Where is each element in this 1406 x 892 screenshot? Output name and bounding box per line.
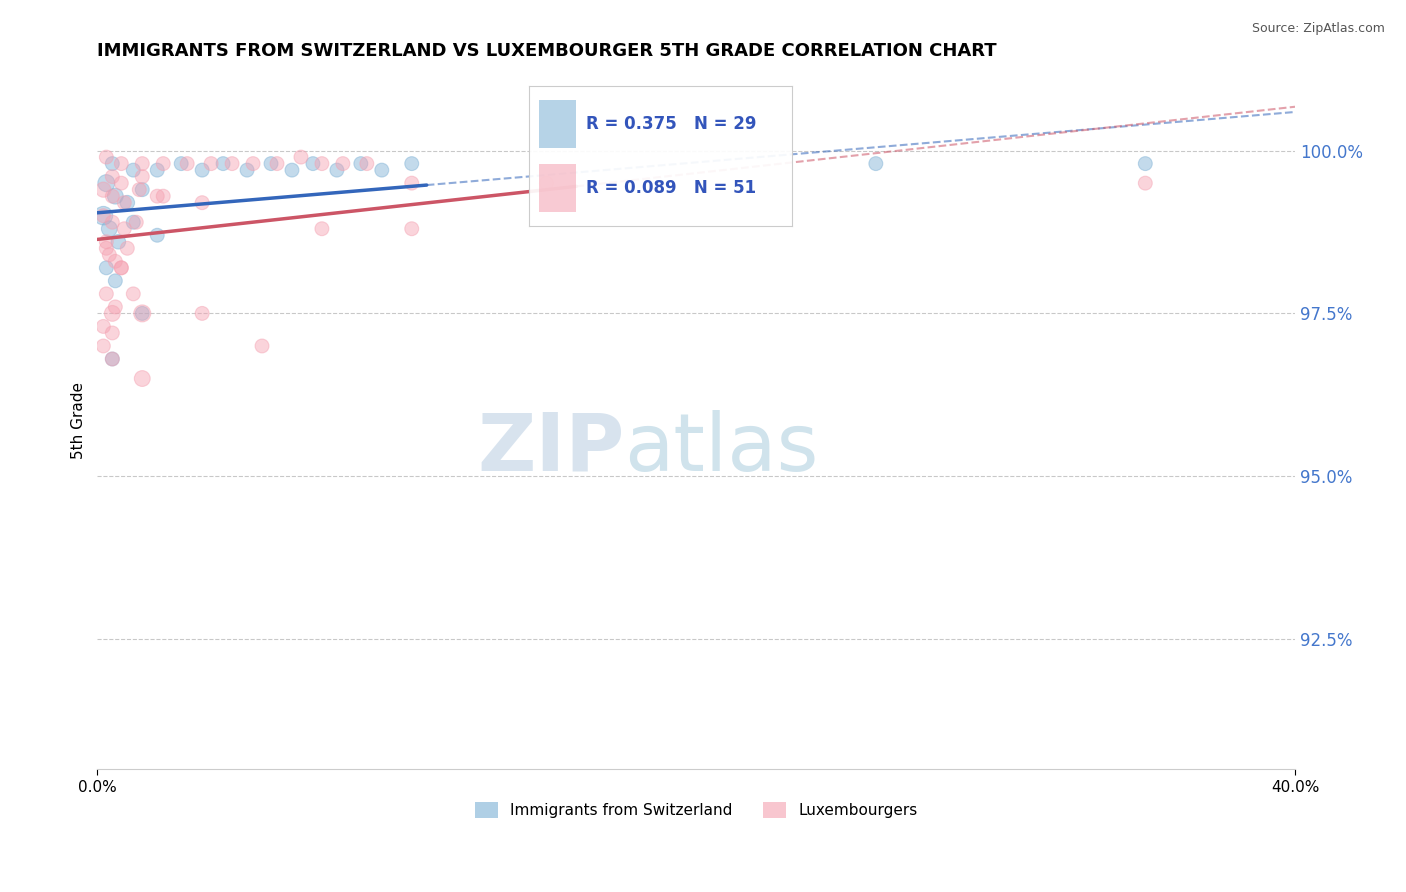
Point [281,163,304,178]
Point [96,260,118,275]
Point [101,326,124,340]
Point [332,156,354,170]
Point [117,195,139,210]
Point [110,260,132,275]
Point [131,371,153,385]
Point [91,339,114,353]
Point [131,169,153,184]
Text: atlas: atlas [624,409,818,488]
Point [104,254,127,268]
Point [112,221,135,235]
Point [117,241,139,255]
Point [110,156,132,170]
Point [91,183,114,197]
Text: ZIP: ZIP [477,409,624,488]
Point [112,195,135,210]
Point [96,286,118,301]
Point [302,156,325,170]
Point [401,221,423,235]
Point [125,215,148,229]
Point [401,156,423,170]
Point [91,319,114,334]
Point [401,176,423,190]
Point [91,209,114,223]
Point [96,176,118,190]
Point [146,163,169,178]
Point [865,156,887,170]
Point [536,176,558,190]
Point [266,156,288,170]
Point [1135,176,1157,190]
Point [98,248,121,262]
Point [200,156,222,170]
Point [152,189,174,203]
Point [236,163,259,178]
Point [290,150,312,164]
Point [191,163,214,178]
Point [131,306,153,320]
Point [221,156,243,170]
Point [101,306,124,320]
Point [101,156,124,170]
Point [101,351,124,366]
Y-axis label: 5th Grade: 5th Grade [72,383,86,459]
Point [311,156,333,170]
Point [101,189,124,203]
Point [122,215,145,229]
Point [371,163,394,178]
Point [250,339,273,353]
Point [96,235,118,249]
Point [101,215,124,229]
Point [110,260,132,275]
Point [146,228,169,243]
Point [104,189,127,203]
Point [260,156,283,170]
Point [101,169,124,184]
Point [1135,156,1157,170]
Point [110,176,132,190]
Point [131,183,153,197]
Point [146,189,169,203]
Point [96,241,118,255]
Point [104,274,127,288]
Point [91,209,114,223]
Point [191,306,214,320]
Point [356,156,378,170]
Point [326,163,349,178]
Point [350,156,373,170]
Point [122,286,145,301]
Text: Source: ZipAtlas.com: Source: ZipAtlas.com [1251,22,1385,36]
Point [101,351,124,366]
Point [212,156,235,170]
Point [191,195,214,210]
Point [128,183,150,197]
Point [107,235,129,249]
Point [104,300,127,314]
Point [96,150,118,164]
Point [242,156,264,170]
Point [122,163,145,178]
Text: IMMIGRANTS FROM SWITZERLAND VS LUXEMBOURGER 5TH GRADE CORRELATION CHART: IMMIGRANTS FROM SWITZERLAND VS LUXEMBOUR… [97,42,997,60]
Point [131,306,153,320]
Point [170,156,193,170]
Point [98,221,121,235]
Point [152,156,174,170]
Point [311,221,333,235]
Point [176,156,198,170]
Legend: Immigrants from Switzerland, Luxembourgers: Immigrants from Switzerland, Luxembourge… [468,797,924,824]
Point [131,156,153,170]
